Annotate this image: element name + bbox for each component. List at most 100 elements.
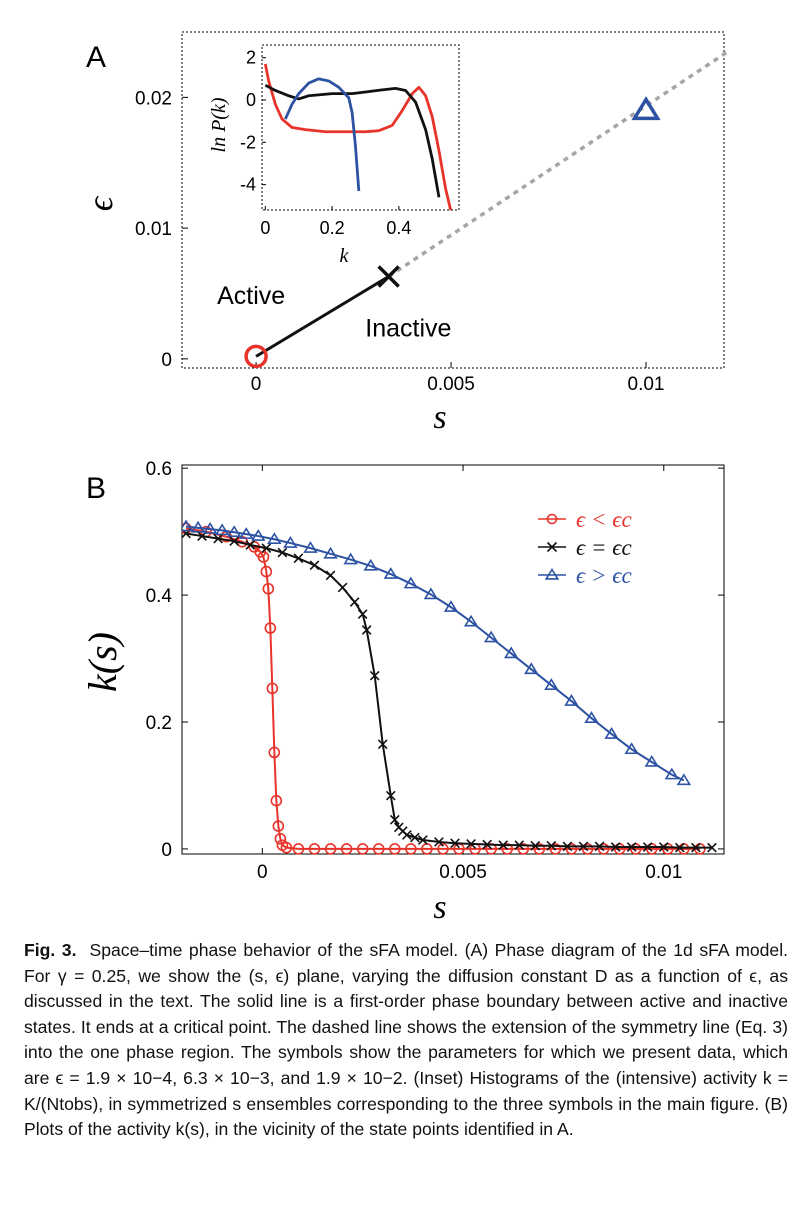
chart-b-point-black: [466, 838, 476, 849]
chart-a-marker-cross: [377, 265, 400, 288]
chart-b-point-blue: [604, 727, 619, 739]
chart-b-point-blue: [423, 587, 439, 600]
chart-b-point-red: [262, 582, 275, 595]
caption-text: Space–time phase behavior of the sFA mod…: [24, 940, 788, 1140]
chart-a-frame: [181, 31, 725, 369]
chart-b-point-red: [517, 843, 530, 855]
chart-b-ytick-label: 0.6: [146, 459, 172, 480]
chart-b-point-blue: [504, 646, 519, 659]
chart-b-point-red: [274, 832, 287, 845]
inset-xtick-label: 0.4: [386, 218, 411, 238]
chart-b-legend: ϵ < ϵc ϵ = ϵc ϵ > ϵc: [538, 507, 632, 588]
chart-b-point-blue: [267, 532, 282, 545]
chart-b-point-red: [549, 843, 562, 855]
inset-ytick-label: 0: [246, 90, 256, 110]
chart-b-point-blue: [624, 742, 639, 755]
chart-b-point-black: [642, 842, 653, 852]
inset-frame: [261, 44, 460, 211]
chart-b-point-black: [418, 835, 428, 845]
chart-b-point-black: [357, 609, 368, 619]
chart-b-point-black: [245, 540, 256, 550]
chart-b-point-red: [533, 843, 546, 855]
inset-ytick-label: -2: [240, 132, 256, 152]
chart-b-point-blue: [524, 662, 539, 675]
chart-a-solid-line: [255, 275, 390, 358]
chart-b-xtick-label: 0: [257, 862, 268, 883]
chart-a-xtick-label: 0.005: [427, 374, 475, 395]
chart-b-point-blue: [214, 523, 230, 536]
chart-b-ytick-label: 0: [161, 840, 172, 861]
chart-a-marker-circle: [244, 344, 268, 369]
chart-a-ytick-label: 0: [161, 350, 172, 371]
chart-b-point-black: [450, 838, 460, 849]
chart-b-point-red: [280, 841, 293, 854]
chart-a-dashed-line: [387, 50, 729, 278]
chart-b-point-red: [405, 843, 417, 855]
legend-marker-black: [546, 541, 558, 553]
chart-b-point-red: [292, 843, 305, 855]
chart-b-point-black: [277, 547, 288, 558]
chart-b-point-black: [377, 739, 388, 750]
inset-ytick-label: -4: [240, 175, 256, 195]
chart-b-point-red: [356, 843, 369, 855]
chart-b-point-blue: [323, 546, 338, 559]
chart-b-point-black: [546, 840, 557, 851]
inset-series-line-black: [264, 83, 441, 198]
chart-b-point-blue: [226, 525, 242, 538]
chart-b-point-black: [369, 670, 380, 681]
chart-b-point-blue: [463, 614, 479, 627]
chart-b-xlabel: s: [433, 889, 446, 926]
chart-b-point-black: [674, 842, 685, 853]
chart-b-point-red: [437, 843, 449, 855]
chart-a-ytick-label: 0.01: [135, 219, 172, 240]
chart-b-point-red: [501, 843, 514, 855]
chart-b-point-red: [340, 843, 353, 855]
chart-b-point-blue: [182, 519, 194, 532]
chart-b-point-red: [270, 794, 283, 807]
chart-b-point-black: [530, 840, 541, 851]
chart-b-point-red: [565, 843, 578, 855]
chart-b-xtick-label: 0.01: [645, 862, 682, 883]
chart-b-point-red: [264, 622, 277, 634]
chart-b-point-red: [372, 843, 385, 855]
chart-a-annotation: Inactive: [365, 315, 451, 343]
inset-xtick-label: 0: [260, 218, 270, 238]
chart-b-point-blue: [644, 754, 659, 767]
chart-b-point-blue: [202, 522, 218, 534]
legend-label-red: ϵ < ϵc: [576, 507, 632, 532]
chart-b-point-black: [691, 842, 701, 853]
chart-b-point-blue: [544, 678, 559, 690]
chart-a-xtick-label: 0.01: [628, 374, 665, 395]
chart-b-xtick-label: 0.005: [439, 862, 487, 883]
chart-b-point-red: [388, 843, 401, 855]
chart-b-point-black: [514, 840, 525, 850]
chart-b-point-black: [562, 841, 573, 852]
chart-b-point-red: [324, 843, 337, 855]
panel-a-label: A: [86, 41, 106, 74]
chart-b-point-blue: [564, 694, 579, 706]
chart-b-point-blue: [303, 541, 318, 553]
chart-b-point-black: [389, 814, 400, 825]
chart-a-xlabel: s: [433, 399, 446, 436]
chart-b-point-blue: [251, 529, 266, 541]
chart-b-point-red: [308, 843, 321, 855]
chart-b-point-red: [597, 843, 610, 855]
chart-b-series-line-black: [185, 532, 712, 849]
chart-b-point-black: [261, 543, 272, 553]
chart-a-annotation: Active: [217, 282, 285, 310]
chart-b-point-black: [309, 560, 320, 571]
chart-b-ytick-label: 0.2: [146, 713, 172, 734]
chart-b-point-black: [325, 570, 336, 581]
chart-b-point-blue: [239, 527, 254, 539]
chart-b-point-blue: [343, 552, 358, 565]
chart-b-point-black: [707, 842, 717, 853]
chart-b-point-red: [581, 843, 594, 855]
chart-a-inset: 0 0.2 0.4 2 0 -2 -4 k ln P(k): [208, 44, 460, 267]
chart-b-point-black: [594, 841, 605, 852]
panel-b-label: B: [86, 472, 106, 505]
figure-caption: Fig. 3. Space–time phase behavior of the…: [24, 938, 788, 1143]
chart-b-point-blue: [363, 558, 378, 571]
chart-b-point-red: [268, 746, 281, 759]
chart-b-point-black: [349, 597, 360, 607]
